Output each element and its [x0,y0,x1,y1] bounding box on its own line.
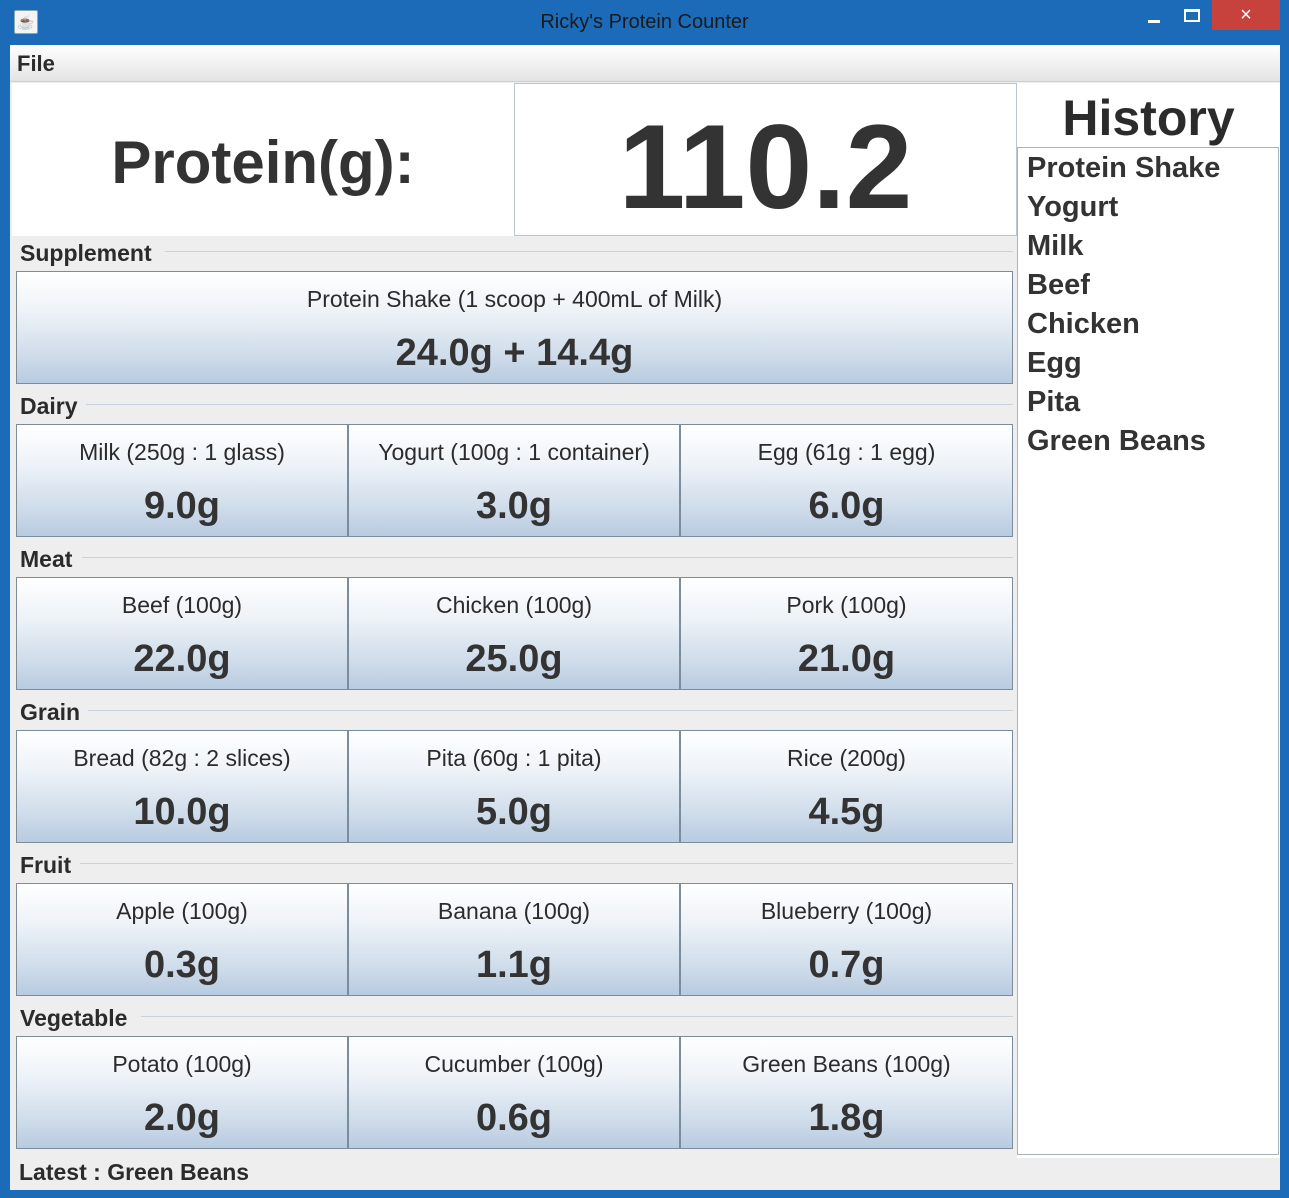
history-item[interactable]: Egg [1027,347,1082,379]
status-prefix: Latest : [19,1159,108,1185]
close-icon: × [1240,4,1252,26]
bread-button[interactable]: Bread (82g : 2 slices) 10.0g [16,730,348,843]
food-protein: 0.6g [475,1097,553,1139]
minimize-button[interactable] [1134,0,1174,30]
blueberry-button[interactable]: Blueberry (100g) 0.7g [680,883,1013,996]
food-protein: 3.0g [475,485,553,527]
food-name: Rice (200g) [787,745,906,771]
food-name: Blueberry (100g) [760,898,933,924]
green-beans-button[interactable]: Green Beans (100g) 1.8g [680,1036,1013,1149]
food-name: Egg (61g : 1 egg) [757,439,936,465]
history-item[interactable]: Milk [1027,230,1084,262]
food-name: Pita (60g : 1 pita) [426,745,602,771]
history-item[interactable]: Pita [1027,386,1081,418]
egg-button[interactable]: Egg (61g : 1 egg) 6.0g [680,424,1013,537]
potato-button[interactable]: Potato (100g) 2.0g [16,1036,348,1149]
group-divider [80,863,1013,864]
group-divider [165,251,1013,252]
food-name: Green Beans (100g) [742,1051,951,1077]
menu-bar: File [10,45,1280,82]
history-item[interactable]: Beef [1027,269,1090,301]
food-name: Cucumber (100g) [424,1051,604,1077]
food-name: Bread (82g : 2 slices) [73,745,291,771]
food-protein: 22.0g [133,638,231,680]
food-protein: 10.0g [133,791,231,833]
history-panel: History Protein Shake Yogurt Milk Beef C… [1017,83,1280,1158]
banana-button[interactable]: Banana (100g) 1.1g [348,883,680,996]
java-cup-icon[interactable]: ☕ [14,10,38,34]
group-label-supplement: Supplement [20,240,152,266]
group-divider [141,1016,1013,1017]
apple-button[interactable]: Apple (100g) 0.3g [16,883,348,996]
protein-total: 110.2 [618,100,913,234]
client-area: File Protein(g): 110.2 History Protein S… [10,45,1280,1190]
pita-button[interactable]: Pita (60g : 1 pita) 5.0g [348,730,680,843]
food-protein: 0.3g [143,944,221,986]
history-item[interactable]: Chicken [1027,308,1140,340]
close-button[interactable]: × [1212,0,1280,30]
maximize-button[interactable] [1172,0,1212,30]
group-label-meat: Meat [20,546,73,572]
food-name: Potato (100g) [112,1051,252,1077]
title-bar[interactable]: ☕ Ricky's Protein Counter × [0,0,1289,45]
food-name: Pork (100g) [786,592,907,618]
food-protein: 4.5g [808,791,885,833]
protein-shake-button[interactable]: Protein Shake (1 scoop + 400mL of Milk) … [16,271,1013,384]
window-title: Ricky's Protein Counter [540,11,749,33]
maximize-icon [1184,9,1200,22]
group-label-vegetable: Vegetable [20,1005,128,1031]
food-protein: 2.0g [143,1097,221,1139]
food-name: Protein Shake (1 scoop + 400mL of Milk) [306,286,723,312]
food-name: Yogurt (100g : 1 container) [378,439,650,465]
food-name: Chicken (100g) [436,592,592,618]
minimize-icon [1148,20,1160,23]
cucumber-button[interactable]: Cucumber (100g) 0.6g [348,1036,680,1149]
history-title: History [1062,90,1235,146]
chicken-button[interactable]: Chicken (100g) 25.0g [348,577,680,690]
group-label-dairy: Dairy [20,393,78,419]
food-protein: 6.0g [808,485,885,527]
history-list[interactable]: Protein Shake Yogurt Milk Beef Chicken E… [1017,147,1279,1155]
food-protein: 0.7g [808,944,885,986]
food-protein: 25.0g [465,638,563,680]
protein-label-panel: Protein(g): [12,83,514,236]
protein-total-panel: 110.2 [514,83,1017,236]
rice-button[interactable]: Rice (200g) 4.5g [680,730,1013,843]
beef-button[interactable]: Beef (100g) 22.0g [16,577,348,690]
food-name: Beef (100g) [121,592,243,618]
menu-file[interactable]: File [17,51,55,76]
protein-label: Protein(g): [111,129,415,196]
yogurt-button[interactable]: Yogurt (100g : 1 container) 3.0g [348,424,680,537]
food-name: Apple (100g) [116,898,248,924]
group-divider [86,404,1013,405]
history-item[interactable]: Yogurt [1027,191,1119,223]
food-protein: 9.0g [143,485,221,527]
food-protein: 1.1g [475,944,553,986]
history-item[interactable]: Green Beans [1027,425,1206,457]
food-protein: 5.0g [475,791,553,833]
group-divider [82,557,1013,558]
milk-button[interactable]: Milk (250g : 1 glass) 9.0g [16,424,348,537]
food-protein: 1.8g [808,1097,885,1139]
food-protein: 24.0g + 14.4g [395,332,634,374]
status-bar: Latest : Green Beans [19,1159,249,1186]
latest-item: Green Beans [107,1159,250,1185]
history-item[interactable]: Protein Shake [1027,152,1221,184]
food-name: Milk (250g : 1 glass) [79,439,285,465]
group-label-fruit: Fruit [20,852,72,878]
food-name: Banana (100g) [437,898,591,924]
food-protein: 21.0g [797,638,896,680]
group-divider [88,710,1013,711]
pork-button[interactable]: Pork (100g) 21.0g [680,577,1013,690]
group-label-grain: Grain [20,699,81,725]
